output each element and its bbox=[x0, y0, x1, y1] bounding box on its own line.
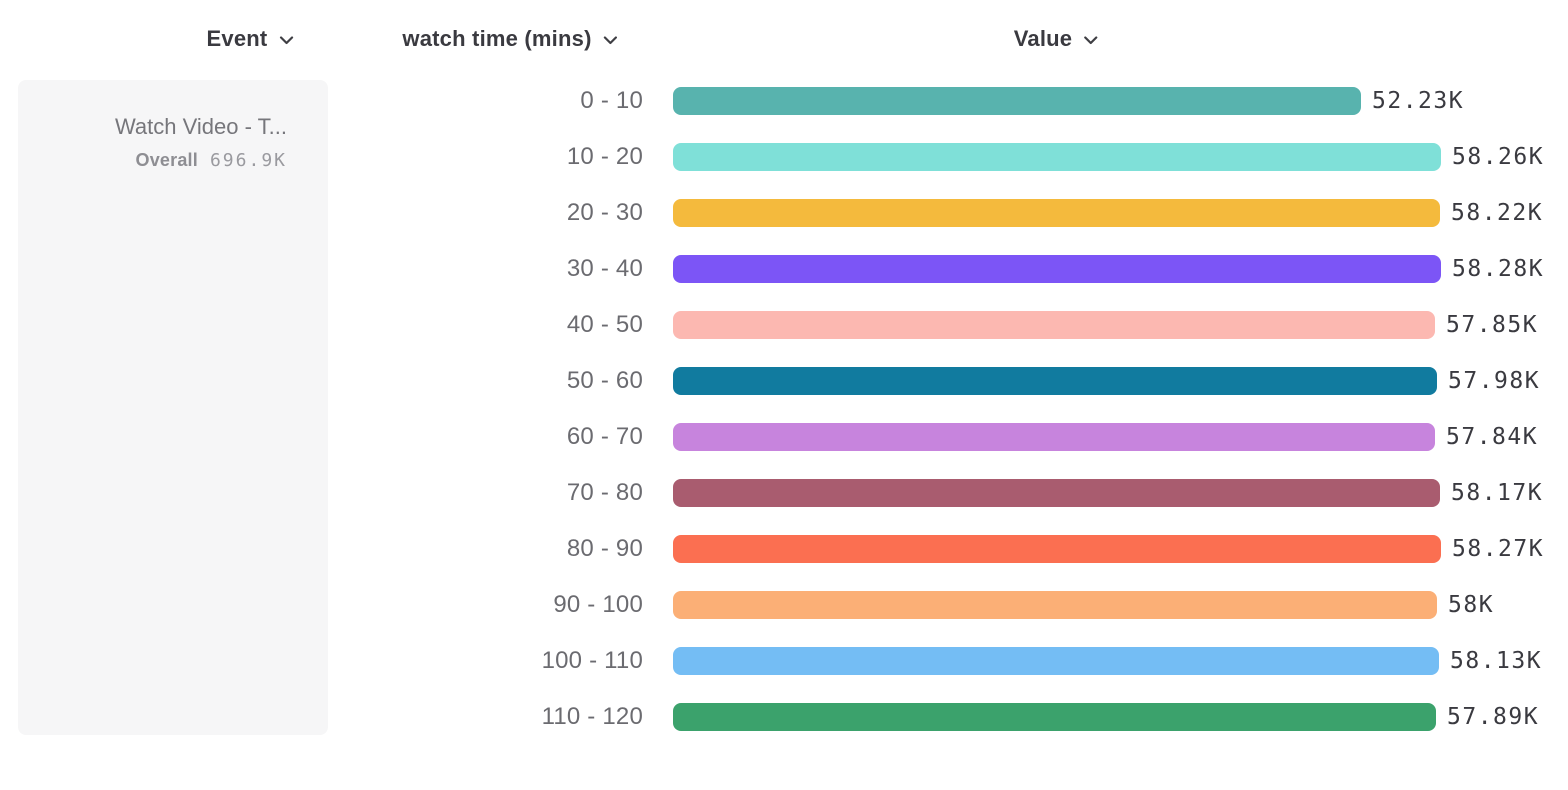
event-row-card[interactable]: Watch Video - T... Overall 696.9K bbox=[18, 80, 328, 735]
event-name: Watch Video - T... bbox=[114, 114, 287, 139]
bucket-label: 70 - 80 bbox=[566, 479, 643, 506]
bucket-label: 80 - 90 bbox=[566, 535, 643, 562]
chart-row: 40 - 50 57.85K bbox=[0, 297, 1568, 353]
chart-row: 10 - 20 58.26K bbox=[0, 129, 1568, 185]
bar[interactable] bbox=[673, 647, 1439, 675]
bucket-label: 40 - 50 bbox=[566, 311, 643, 338]
bucket-label: 60 - 70 bbox=[566, 423, 643, 450]
value-label: 58.22K bbox=[1451, 200, 1544, 226]
bar[interactable] bbox=[673, 143, 1441, 171]
bucket-label: 30 - 40 bbox=[566, 255, 643, 282]
bar[interactable] bbox=[673, 311, 1435, 339]
bucket-label: 20 - 30 bbox=[566, 199, 643, 226]
value-label: 57.89K bbox=[1447, 704, 1540, 730]
value-label: 57.85K bbox=[1446, 312, 1539, 338]
overall-label: Overall bbox=[135, 150, 198, 170]
value-label: 58.28K bbox=[1452, 256, 1545, 282]
bucket-label: 100 - 110 bbox=[541, 647, 643, 674]
value-label: 52.23K bbox=[1372, 88, 1465, 114]
chart-row: 80 - 90 58.27K bbox=[0, 521, 1568, 577]
bar[interactable] bbox=[673, 479, 1440, 507]
chart-row: 90 - 100 58K bbox=[0, 577, 1568, 633]
value-label: 58.26K bbox=[1452, 144, 1545, 170]
bar[interactable] bbox=[673, 199, 1440, 227]
bar[interactable] bbox=[673, 87, 1361, 115]
bar[interactable] bbox=[673, 591, 1437, 619]
value-label: 57.98K bbox=[1448, 368, 1541, 394]
chevron-down-icon bbox=[1084, 36, 1098, 45]
chart-row: 70 - 80 58.17K bbox=[0, 465, 1568, 521]
bucket-label: 50 - 60 bbox=[566, 367, 643, 394]
chevron-down-icon bbox=[604, 36, 618, 45]
event-column-dropdown[interactable]: Event bbox=[207, 26, 294, 52]
bar[interactable] bbox=[673, 535, 1441, 563]
chart-row: 20 - 30 58.22K bbox=[0, 185, 1568, 241]
chart-row: 110 - 120 57.89K bbox=[0, 689, 1568, 745]
bar[interactable] bbox=[673, 367, 1437, 395]
chevron-down-icon bbox=[279, 36, 294, 45]
value-label: 57.84K bbox=[1446, 424, 1539, 450]
chart-row: 100 - 110 58.13K bbox=[0, 633, 1568, 689]
overall-line: Overall 696.9K bbox=[18, 150, 287, 171]
bucket-column-dropdown[interactable]: watch time (mins) bbox=[402, 26, 618, 52]
value-column-dropdown[interactable]: Value bbox=[1014, 26, 1098, 52]
chart-row: 50 - 60 57.98K bbox=[0, 353, 1568, 409]
value-label: 58.17K bbox=[1451, 480, 1544, 506]
bar[interactable] bbox=[673, 703, 1436, 731]
bucket-column-label: watch time (mins) bbox=[402, 26, 592, 51]
bucket-label: 90 - 100 bbox=[553, 591, 643, 618]
bar[interactable] bbox=[673, 423, 1435, 451]
value-label: 58.13K bbox=[1450, 648, 1543, 674]
value-label: 58.27K bbox=[1452, 536, 1545, 562]
chart-row: 60 - 70 57.84K bbox=[0, 409, 1568, 465]
value-column-label: Value bbox=[1013, 26, 1073, 51]
bar[interactable] bbox=[673, 255, 1441, 283]
value-label: 58K bbox=[1448, 592, 1495, 618]
chart-row: 30 - 40 58.28K bbox=[0, 241, 1568, 297]
event-column-label: Event bbox=[206, 26, 268, 51]
bar-chart-rows: 0 - 10 52.23K 10 - 20 58.26K 20 - 30 58.… bbox=[0, 73, 1568, 745]
bucket-label: 0 - 10 bbox=[580, 87, 643, 114]
bucket-label: 10 - 20 bbox=[566, 143, 643, 170]
bucket-label: 110 - 120 bbox=[541, 703, 643, 730]
chart-row: 0 - 10 52.23K bbox=[0, 73, 1568, 129]
overall-value: 696.9K bbox=[209, 150, 287, 171]
